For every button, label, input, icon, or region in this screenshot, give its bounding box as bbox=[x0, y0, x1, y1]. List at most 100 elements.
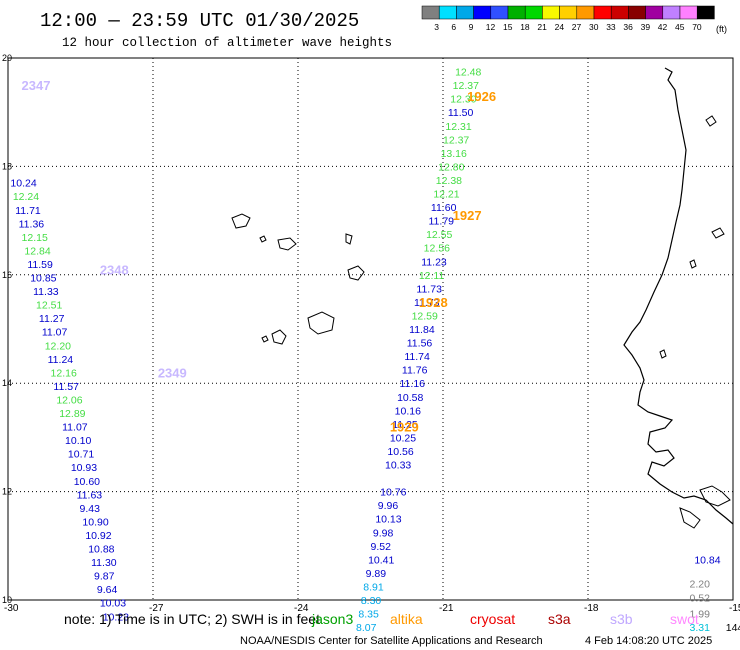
coastline-islands-bissagos bbox=[699, 485, 731, 507]
satellite-legend-entry: cryosat bbox=[470, 611, 515, 627]
data-point-label: 10.85 bbox=[30, 273, 56, 285]
data-point-label: 11.63 bbox=[77, 489, 103, 501]
colorbar-swatch bbox=[507, 5, 526, 20]
data-point-label: 12.15 bbox=[22, 232, 48, 244]
colorbar-swatch bbox=[438, 5, 457, 20]
colorbar-swatch bbox=[542, 5, 560, 20]
data-point-label: 10.84 bbox=[694, 554, 720, 566]
chart-subtitle: 12 hour collection of altimeter wave hei… bbox=[62, 36, 392, 50]
data-point-label: 12.89 bbox=[59, 408, 85, 420]
data-point-label: 9.89 bbox=[366, 568, 387, 580]
colorbar-tick-label: 6 bbox=[451, 22, 456, 32]
data-point-label: 10.41 bbox=[368, 554, 394, 566]
colorbar-tick-label: 30 bbox=[589, 22, 599, 32]
data-point-label: 11.60 bbox=[431, 202, 457, 214]
data-point-label: 11.56 bbox=[407, 338, 433, 350]
y-tick-label: 14 bbox=[2, 378, 12, 388]
data-point-label: 9.52 bbox=[371, 541, 392, 553]
data-point-label: 10.71 bbox=[68, 449, 94, 461]
island-outline bbox=[307, 311, 335, 335]
y-tick-label: 10 bbox=[2, 595, 12, 605]
coastline-africa bbox=[623, 67, 734, 525]
data-point-label: 11.07 bbox=[62, 422, 88, 434]
data-point-label: 11.57 bbox=[53, 381, 79, 393]
y-tick-label: 18 bbox=[2, 161, 12, 171]
data-point-label: 12.30 bbox=[450, 94, 476, 106]
footer-note: note: 1) Time is in UTC; 2) SWH is in fe… bbox=[64, 611, 320, 627]
data-point-label: 12.80 bbox=[438, 161, 464, 173]
data-point-label: 0.52 bbox=[690, 592, 711, 604]
data-point-label: 11.71 bbox=[15, 205, 41, 217]
y-tick-label: 20 bbox=[2, 53, 12, 63]
plot-border bbox=[7, 57, 734, 601]
colorbar-swatch bbox=[662, 5, 681, 20]
colorbar-swatch bbox=[559, 5, 578, 20]
data-point-label: 9.87 bbox=[94, 571, 115, 583]
colorbar-swatch bbox=[456, 5, 474, 20]
x-tick-label: -15 bbox=[729, 603, 740, 614]
footer-credit: NOAA/NESDIS Center for Satellite Applica… bbox=[240, 635, 543, 647]
data-point-label: 12.84 bbox=[24, 245, 50, 257]
data-point-label: 10.76 bbox=[380, 487, 406, 499]
island-outline bbox=[259, 235, 267, 243]
data-point-label: 10.10 bbox=[65, 435, 91, 447]
data-point-label: 1.99 bbox=[690, 609, 711, 621]
colorbar-swatch bbox=[628, 5, 646, 20]
data-point-label: 10.60 bbox=[74, 476, 100, 488]
data-point-label: 10.92 bbox=[85, 530, 111, 542]
island-outline bbox=[711, 227, 725, 239]
colorbar-tick-label: 42 bbox=[658, 22, 668, 32]
data-point-label: 12.20 bbox=[45, 340, 71, 352]
track-time-label: 1928 bbox=[419, 295, 448, 310]
data-point-label: 12.31 bbox=[445, 121, 471, 133]
data-point-label: 11.24 bbox=[48, 354, 74, 366]
data-point-label: 9.43 bbox=[80, 503, 101, 515]
data-point-label: 12.55 bbox=[426, 229, 452, 241]
data-point-label: 11.36 bbox=[19, 218, 45, 230]
data-point-label: 12.37 bbox=[443, 134, 469, 146]
data-point-label: 8.07 bbox=[356, 622, 377, 634]
data-point-label: 11.76 bbox=[402, 365, 428, 377]
colorbar-tick-label: 33 bbox=[606, 22, 616, 32]
colorbar-swatch bbox=[421, 5, 440, 20]
x-tick-label: -21 bbox=[439, 603, 454, 614]
colorbar-unit: (ft) bbox=[716, 24, 727, 34]
colorbar-tick-label: 24 bbox=[555, 22, 565, 32]
plot-frame bbox=[7, 57, 734, 601]
data-point-label: 2.20 bbox=[690, 579, 711, 591]
colorbar-tick-label: 70 bbox=[692, 22, 702, 32]
track-labels: 2347 2348 2349 1926 1927 1928 1929 bbox=[22, 78, 497, 434]
data-point-label: 11.73 bbox=[416, 283, 442, 295]
data-point-label: 10.13 bbox=[375, 514, 401, 526]
data-point-label: 11.07 bbox=[42, 327, 68, 339]
track-time-label: 2349 bbox=[158, 365, 187, 380]
x-tick-label: -27 bbox=[149, 603, 164, 614]
x-tick-label: -30 bbox=[4, 603, 19, 614]
colorbar-swatch bbox=[576, 5, 595, 20]
island-outline bbox=[231, 213, 251, 229]
satellite-legend-entry: altika bbox=[390, 611, 423, 627]
island-outline bbox=[271, 329, 287, 345]
data-point-label: 10.88 bbox=[88, 544, 114, 556]
satellite-legend: jason3 altika cryosat s3a s3b swot bbox=[311, 611, 699, 627]
data-point-label: 12.56 bbox=[424, 243, 450, 255]
data-point-label: 11.16 bbox=[400, 378, 426, 390]
colorbar-tick-label: 18 bbox=[520, 22, 530, 32]
data-point-label: 10.23 bbox=[103, 611, 129, 623]
island-outline bbox=[689, 259, 697, 269]
coastline-islands-south bbox=[679, 507, 701, 529]
island-outline bbox=[277, 237, 297, 251]
data-point-label: 11.25 bbox=[392, 419, 418, 431]
y-tick-label: 16 bbox=[2, 270, 12, 280]
data-point-label: 11.23 bbox=[421, 256, 447, 268]
track-time-label: 2347 bbox=[22, 78, 51, 93]
colorbar-tick-label: 15 bbox=[503, 22, 513, 32]
data-point-label: 12.06 bbox=[56, 394, 82, 406]
data-point-label: 13.16 bbox=[441, 148, 467, 160]
data-point-label: 12.51 bbox=[36, 300, 62, 312]
x-tick-label: -24 bbox=[294, 603, 309, 614]
data-point-label: 12.48 bbox=[455, 67, 481, 79]
data-point-label: 12.24 bbox=[13, 191, 39, 203]
island-outline bbox=[705, 115, 717, 127]
